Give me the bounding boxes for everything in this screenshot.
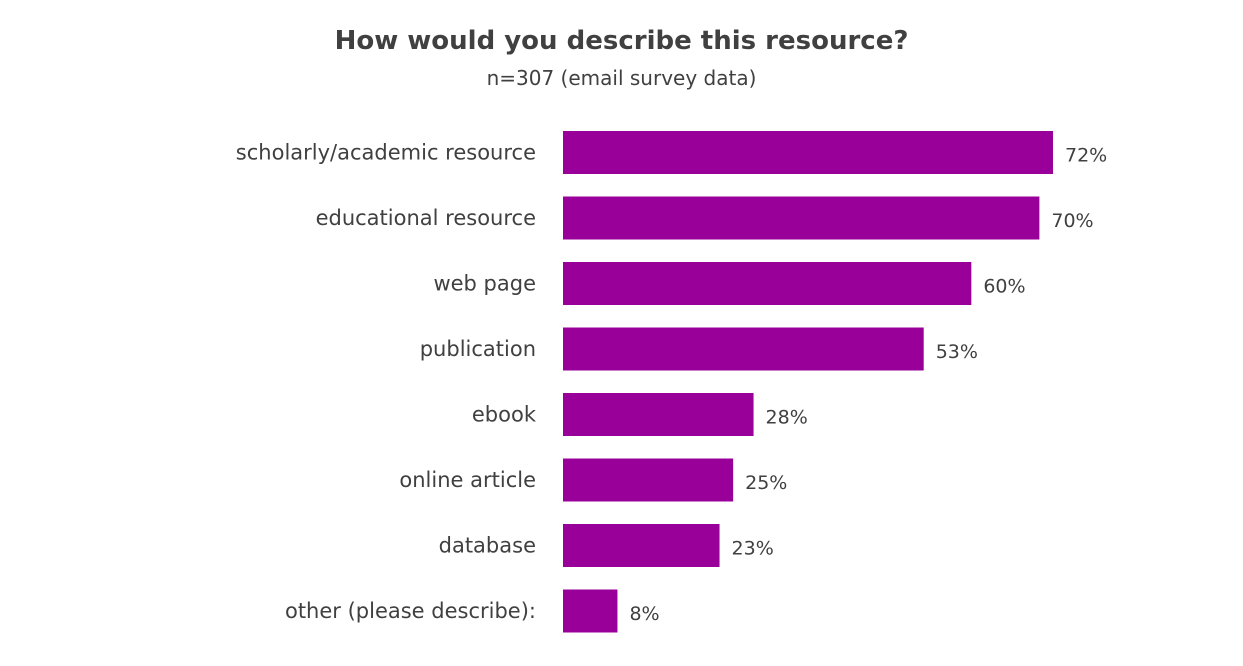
bar: [563, 262, 972, 305]
bar: [563, 327, 924, 371]
category-label: scholarly/academic resource: [236, 141, 536, 165]
bar: [563, 393, 754, 436]
bar: [563, 458, 734, 502]
category-label: other (please describe):: [285, 599, 536, 623]
bar: [563, 196, 1040, 240]
value-label: 60%: [983, 276, 1025, 298]
category-label: database: [439, 534, 536, 558]
category-label: publication: [420, 337, 536, 361]
category-label: web page: [433, 272, 536, 296]
value-label: 53%: [936, 341, 978, 363]
bar: [563, 131, 1053, 174]
value-label: 23%: [732, 538, 774, 560]
chart-title: How would you describe this resource?: [334, 26, 909, 56]
value-label: 72%: [1065, 145, 1107, 167]
value-label: 28%: [766, 407, 808, 429]
value-label: 25%: [745, 472, 787, 494]
chart-subtitle: n=307 (email survey data): [486, 66, 757, 90]
value-label: 8%: [629, 603, 659, 625]
bar: [563, 524, 720, 567]
value-label: 70%: [1051, 210, 1093, 232]
category-label: online article: [399, 468, 536, 492]
category-label: educational resource: [316, 206, 536, 230]
bar: [563, 589, 618, 633]
category-label: ebook: [472, 403, 537, 427]
